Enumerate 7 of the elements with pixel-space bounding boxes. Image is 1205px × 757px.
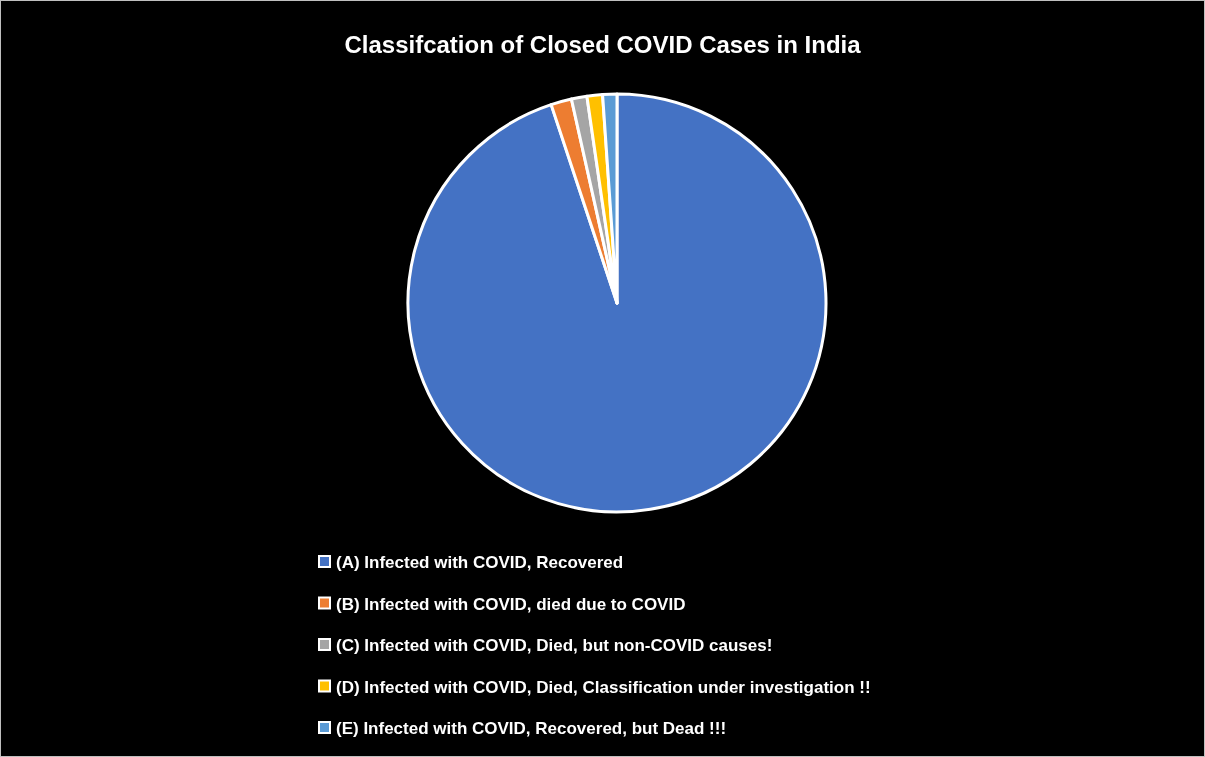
legend-label: (D) Infected with COVID, Died, Classification under investigation !! xyxy=(336,677,871,697)
chart-title: Classifcation of Closed COVID Cases in India xyxy=(344,31,862,58)
legend-label: (B) Infected with COVID, died due to COVID xyxy=(336,594,686,614)
legend-label: (C) Infected with COVID, Died, but non-COVID causes! xyxy=(336,636,773,655)
pie-slice xyxy=(406,92,828,514)
legend-label: (A) Infected with COVID, Recovered xyxy=(336,553,624,572)
legend-label: (E) Infected with COVID, Recovered, but Dead !!! xyxy=(336,719,727,738)
